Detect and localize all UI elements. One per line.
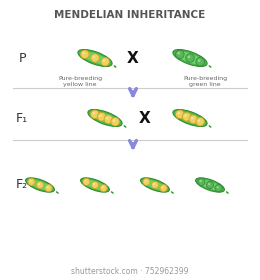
Ellipse shape (141, 178, 170, 192)
Circle shape (92, 181, 99, 189)
Ellipse shape (28, 179, 52, 190)
Circle shape (196, 117, 204, 126)
Circle shape (106, 117, 109, 120)
FancyArrowPatch shape (114, 66, 116, 67)
Text: F₁: F₁ (16, 111, 28, 125)
Circle shape (198, 119, 200, 122)
Circle shape (188, 56, 190, 58)
Circle shape (102, 186, 104, 188)
Ellipse shape (25, 178, 54, 192)
FancyArrowPatch shape (209, 66, 211, 67)
Ellipse shape (173, 109, 207, 127)
Circle shape (93, 112, 95, 115)
Circle shape (84, 180, 87, 182)
Circle shape (198, 178, 205, 185)
Circle shape (160, 185, 167, 192)
Circle shape (208, 183, 210, 185)
Circle shape (161, 186, 164, 188)
Circle shape (91, 54, 99, 62)
Circle shape (143, 178, 150, 185)
Circle shape (93, 56, 95, 58)
Circle shape (186, 54, 194, 62)
Ellipse shape (88, 109, 122, 127)
Circle shape (182, 113, 191, 121)
FancyArrowPatch shape (209, 126, 211, 127)
Circle shape (198, 59, 200, 62)
Circle shape (184, 115, 187, 117)
Circle shape (83, 178, 90, 185)
Circle shape (99, 115, 102, 117)
Circle shape (178, 112, 180, 115)
Text: P: P (18, 52, 26, 64)
Circle shape (176, 50, 184, 59)
Ellipse shape (198, 179, 222, 190)
Ellipse shape (91, 111, 119, 125)
Circle shape (81, 50, 89, 59)
FancyArrowPatch shape (226, 192, 228, 193)
Circle shape (215, 185, 222, 192)
Ellipse shape (83, 179, 107, 190)
FancyArrowPatch shape (124, 126, 126, 127)
Text: MENDELIAN INHERITANCE: MENDELIAN INHERITANCE (54, 10, 206, 20)
Circle shape (47, 186, 49, 188)
Circle shape (145, 180, 147, 182)
Circle shape (176, 110, 184, 118)
Circle shape (104, 115, 113, 123)
Circle shape (189, 115, 198, 123)
Ellipse shape (176, 52, 204, 64)
Circle shape (111, 117, 119, 126)
Circle shape (151, 181, 159, 189)
Circle shape (196, 57, 204, 66)
Text: X: X (127, 50, 139, 66)
Ellipse shape (173, 50, 207, 66)
Circle shape (101, 57, 109, 66)
FancyArrowPatch shape (172, 192, 173, 193)
Text: shutterstock.com · 752962399: shutterstock.com · 752962399 (71, 267, 189, 277)
Circle shape (82, 52, 85, 55)
Text: Pure-breeding
yellow line: Pure-breeding yellow line (58, 76, 102, 87)
Circle shape (206, 181, 214, 189)
Circle shape (38, 183, 40, 185)
Circle shape (191, 117, 194, 120)
Ellipse shape (196, 178, 224, 192)
Circle shape (93, 183, 95, 185)
Ellipse shape (143, 179, 167, 190)
Circle shape (217, 186, 219, 188)
Text: X: X (139, 111, 151, 125)
Circle shape (100, 185, 107, 192)
Circle shape (90, 110, 99, 118)
Text: F₂: F₂ (16, 179, 28, 192)
Circle shape (113, 119, 115, 122)
FancyArrowPatch shape (112, 192, 113, 193)
Ellipse shape (81, 52, 109, 64)
Circle shape (103, 59, 105, 62)
Circle shape (178, 52, 180, 55)
Circle shape (29, 180, 32, 182)
Circle shape (36, 181, 44, 189)
Circle shape (153, 183, 155, 185)
Ellipse shape (78, 50, 112, 66)
Ellipse shape (81, 178, 109, 192)
Circle shape (45, 185, 52, 192)
Ellipse shape (176, 111, 204, 125)
Circle shape (199, 180, 202, 182)
Text: Pure-breeding
green line: Pure-breeding green line (183, 76, 227, 87)
FancyArrowPatch shape (56, 192, 58, 193)
Circle shape (28, 178, 35, 185)
Circle shape (97, 113, 106, 121)
